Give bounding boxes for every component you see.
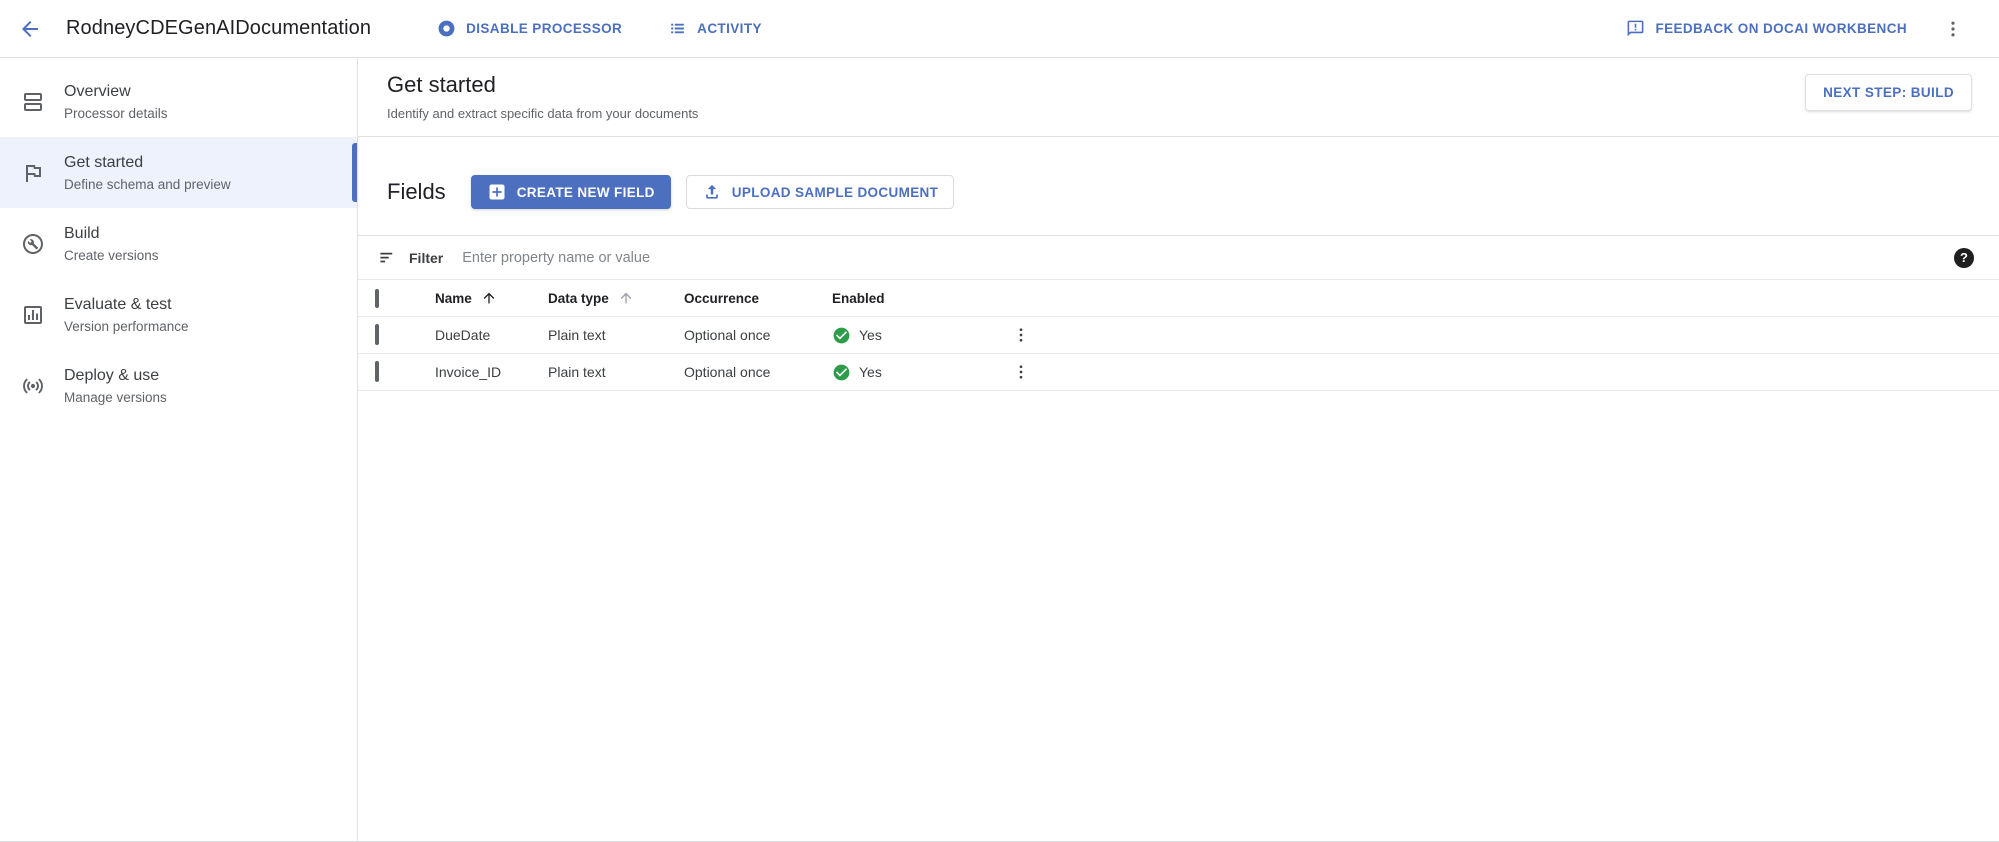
- flag-icon: [21, 161, 45, 185]
- check-circle-icon: [832, 363, 851, 382]
- field-name: DueDate: [435, 327, 491, 343]
- column-label: Data type: [548, 290, 609, 306]
- sidebar-item-label: Get started: [64, 154, 144, 171]
- field-data-type: Plain text: [548, 327, 606, 343]
- table-row: Invoice_ID Plain text Optional once Yes: [358, 354, 1999, 391]
- activity-label: ACTIVITY: [697, 21, 762, 36]
- sidebar: Overview Processor details Get started D…: [0, 58, 358, 841]
- sidebar-item-label: Build: [64, 225, 100, 242]
- sidebar-item-label: Deploy & use: [64, 367, 160, 384]
- filter-bar: Filter ?: [358, 236, 1999, 280]
- activity-button[interactable]: ACTIVITY: [656, 11, 774, 47]
- sidebar-item-sublabel: Manage versions: [64, 390, 167, 405]
- column-label: Enabled: [832, 290, 885, 306]
- sidebar-item-sublabel: Define schema and preview: [64, 177, 231, 192]
- sort-ascending-icon: [481, 290, 497, 306]
- field-name: Invoice_ID: [435, 364, 502, 380]
- sort-ascending-icon: [618, 290, 634, 306]
- sidebar-item-deploy-use[interactable]: Deploy & use Manage versions: [0, 350, 357, 421]
- field-data-type: Plain text: [548, 364, 606, 380]
- sidebar-item-sublabel: Create versions: [64, 248, 159, 263]
- back-arrow-icon: [18, 17, 42, 41]
- column-header-name[interactable]: Name: [435, 290, 548, 306]
- filter-icon[interactable]: [378, 248, 397, 267]
- feedback-icon: [1626, 19, 1645, 38]
- column-header-occurrence[interactable]: Occurrence: [684, 291, 832, 306]
- fields-table-header-row: Name Data type Occurrence: [358, 280, 1999, 317]
- feedback-label: FEEDBACK ON DOCAI WORKBENCH: [1655, 21, 1907, 36]
- column-label: Name: [435, 290, 472, 306]
- sidebar-item-evaluate-test[interactable]: Evaluate & test Version performance: [0, 279, 357, 350]
- field-occurrence: Optional once: [684, 364, 771, 380]
- row-kebab-icon: [1012, 326, 1030, 344]
- create-new-field-button[interactable]: CREATE NEW FIELD: [470, 175, 671, 209]
- row-menu-button[interactable]: [1005, 356, 1037, 388]
- sidebar-item-label: Evaluate & test: [64, 296, 172, 313]
- row-checkbox[interactable]: [375, 324, 379, 345]
- feedback-button[interactable]: FEEDBACK ON DOCAI WORKBENCH: [1614, 11, 1919, 47]
- add-box-icon: [487, 182, 507, 202]
- row-checkbox[interactable]: [375, 361, 379, 382]
- field-occurrence: Optional once: [684, 327, 771, 343]
- build-circle-icon: [21, 232, 45, 256]
- analytics-icon: [21, 303, 45, 327]
- sidebar-item-sublabel: Processor details: [64, 106, 168, 121]
- page-subtitle: Identify and extract specific data from …: [387, 106, 699, 121]
- fields-table: Name Data type Occurrence: [358, 280, 1999, 391]
- disable-processor-label: DISABLE PROCESSOR: [466, 21, 623, 36]
- table-row: DueDate Plain text Optional once Yes: [358, 317, 1999, 354]
- column-header-data-type[interactable]: Data type: [548, 290, 684, 306]
- overview-icon: [21, 90, 45, 114]
- back-button[interactable]: [10, 9, 50, 49]
- overflow-kebab-icon: [1943, 19, 1963, 39]
- row-menu-button[interactable]: [1005, 319, 1037, 351]
- fields-toolbar: Fields CREATE NEW FIELD UPLOAD SAMPLE DO…: [358, 137, 1999, 236]
- processor-title: RodneyCDEGenAIDocumentation: [66, 17, 372, 39]
- overflow-menu-button[interactable]: [1933, 9, 1973, 49]
- column-header-enabled[interactable]: Enabled: [832, 291, 1005, 306]
- upload-icon: [702, 182, 722, 202]
- sidebar-item-overview[interactable]: Overview Processor details: [0, 66, 357, 137]
- column-label: Occurrence: [684, 290, 760, 306]
- disable-processor-button[interactable]: DISABLE PROCESSOR: [425, 11, 634, 47]
- help-icon[interactable]: ?: [1954, 247, 1974, 268]
- next-step-build-button[interactable]: NEXT STEP: BUILD: [1805, 74, 1972, 111]
- podcasts-icon: [21, 374, 45, 398]
- field-enabled: Yes: [859, 364, 882, 380]
- filter-input[interactable]: [460, 248, 1954, 267]
- page-title: Get started: [387, 72, 496, 97]
- sidebar-item-build[interactable]: Build Create versions: [0, 208, 357, 279]
- upload-sample-document-button[interactable]: UPLOAD SAMPLE DOCUMENT: [685, 175, 955, 209]
- field-enabled: Yes: [859, 327, 882, 343]
- sidebar-item-get-started[interactable]: Get started Define schema and preview: [0, 137, 357, 208]
- topbar: RodneyCDEGenAIDocumentation DISABLE PROC…: [0, 0, 1999, 58]
- main-content: Get started Identify and extract specifi…: [358, 58, 1999, 841]
- page-header: Get started Identify and extract specifi…: [358, 58, 1999, 137]
- upload-sample-document-label: UPLOAD SAMPLE DOCUMENT: [731, 184, 939, 200]
- filter-label: Filter: [409, 249, 444, 266]
- create-new-field-label: CREATE NEW FIELD: [516, 184, 655, 200]
- sidebar-item-sublabel: Version performance: [64, 319, 189, 334]
- activity-list-icon: [668, 19, 687, 38]
- fields-title: Fields: [387, 179, 446, 204]
- check-circle-icon: [832, 326, 851, 345]
- select-all-checkbox[interactable]: [375, 288, 379, 308]
- disable-processor-icon: [437, 19, 456, 38]
- row-kebab-icon: [1012, 363, 1030, 381]
- sidebar-item-label: Overview: [64, 83, 131, 100]
